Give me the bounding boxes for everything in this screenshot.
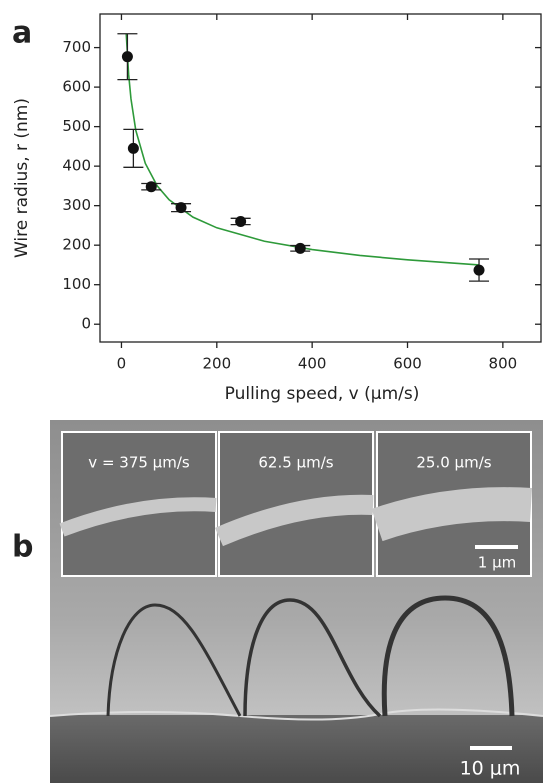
wire	[381, 595, 515, 717]
point	[175, 202, 187, 214]
micrograph	[49, 420, 543, 783]
inset-wire	[59, 497, 217, 537]
point	[473, 264, 485, 276]
plot-frame	[99, 13, 542, 343]
y-tick-label: 200	[62, 236, 91, 254]
x-tick-label: 600	[393, 355, 422, 373]
wire	[106, 603, 242, 717]
y-axis-title: Wire radius, r (nm)	[12, 98, 32, 258]
inset-label: v = 375 μm/s	[88, 454, 190, 472]
panel-label: b	[12, 530, 33, 565]
scale-label: 1 μm	[478, 554, 516, 572]
y-tick-label: 100	[62, 275, 91, 293]
point	[121, 51, 133, 63]
substrate	[50, 715, 543, 783]
x-axis-title: Pulling speed, v (μm/s)	[225, 384, 420, 404]
inset-wire	[215, 494, 374, 547]
panel-label: a	[12, 16, 32, 51]
x-tick-label: 800	[489, 355, 518, 373]
point	[145, 181, 157, 193]
y-tick-label: 400	[62, 157, 91, 175]
fit-line	[125, 33, 480, 266]
y-tick-label: 700	[62, 38, 91, 56]
inset-label: 25.0 μm/s	[416, 454, 491, 472]
y-tick-label: 600	[62, 78, 91, 96]
x-tick-label: 0	[117, 355, 127, 373]
inset-wire	[371, 487, 533, 542]
inset-label: 62.5 μm/s	[258, 454, 333, 472]
scale-label: 10 μm	[460, 758, 521, 780]
y-tick-label: 500	[62, 117, 91, 135]
y-tick-label: 0	[81, 315, 91, 333]
x-tick-label: 200	[202, 355, 231, 373]
x-tick-label: 400	[298, 355, 327, 373]
point	[294, 242, 306, 254]
point	[235, 215, 247, 227]
insets	[59, 431, 533, 750]
wire	[243, 598, 382, 718]
substrate-edge	[49, 708, 543, 721]
y-tick-label: 300	[62, 196, 91, 214]
point	[127, 142, 139, 154]
